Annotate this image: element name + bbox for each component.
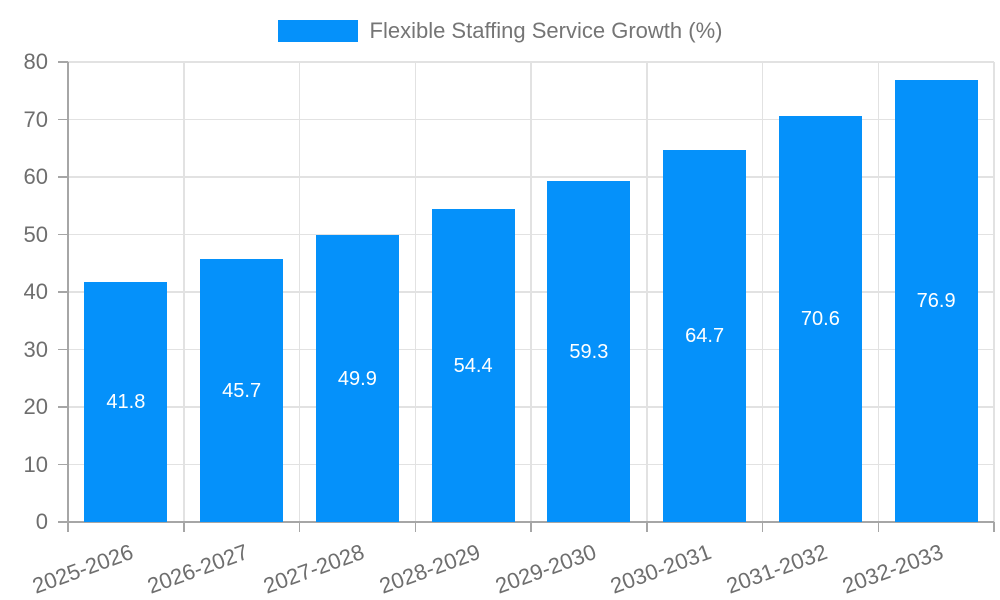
gridline-vertical [877,62,879,522]
x-tick-mark [298,522,301,532]
y-axis-tick-label: 70 [23,106,48,132]
legend-swatch [277,20,358,42]
gridline-vertical [530,62,532,522]
x-axis-tick-label: 2032-2033 [838,539,947,599]
y-tick-mark [58,463,68,466]
bar-value-label: 49.9 [337,367,377,390]
bar-value-label: 76.9 [916,289,956,312]
y-tick-mark [58,348,68,351]
bar[interactable] [200,259,284,522]
bar[interactable] [315,235,399,522]
gridline-vertical [646,62,648,522]
gridline-vertical [993,62,995,522]
x-axis-line [68,521,994,523]
x-axis-tick-label: 2025-2026 [28,539,137,599]
y-axis-tick-label: 10 [23,451,48,477]
y-axis-tick-label: 50 [23,221,48,247]
bar-value-label: 59.3 [569,340,609,363]
y-axis-tick-label: 80 [23,49,48,74]
y-axis-tick-label: 30 [23,336,48,362]
y-tick-mark [58,291,68,293]
bar[interactable] [431,209,515,522]
x-axis-tick-label: 2028-2029 [375,539,484,599]
y-tick-mark [58,233,68,236]
x-tick-mark [183,522,185,532]
x-tick-mark [993,522,995,532]
bar[interactable] [894,79,978,522]
y-axis-tick-label: 0 [35,509,48,534]
x-tick-mark [646,522,648,532]
x-tick-mark [877,522,879,532]
y-tick-mark [58,176,68,178]
x-axis-tick-label: 2031-2032 [723,539,831,599]
x-axis-tick-label: 2026-2027 [144,539,252,599]
y-tick-mark [58,118,68,121]
bar[interactable] [663,149,747,522]
bar[interactable] [84,281,168,522]
y-axis-tick-label: 60 [23,164,48,189]
gridline-vertical [761,62,764,522]
x-tick-mark [530,522,532,532]
x-tick-mark [761,522,764,532]
legend-label: Flexible Staffing Service Growth (%) [369,18,723,43]
bar-value-label: 41.8 [106,390,146,413]
bar-value-label: 45.7 [222,379,262,402]
x-axis-tick-label: 2030-2031 [607,539,715,599]
bar[interactable] [778,116,862,522]
x-axis-tick-label: 2029-2030 [491,539,600,599]
y-tick-mark [58,61,68,63]
bar-value-label: 70.6 [800,308,840,331]
bar[interactable] [547,181,631,522]
y-tick-mark [58,521,68,523]
x-tick-mark [414,522,416,532]
legend[interactable]: Flexible Staffing Service Growth (%) [0,18,1000,44]
bar-value-label: 64.7 [685,324,725,347]
bar-value-label: 54.4 [453,354,493,377]
gridline-vertical [298,62,301,522]
gridline-vertical [183,62,185,522]
gridline-vertical [414,62,416,522]
y-axis-line [67,62,69,532]
y-axis-tick-label: 20 [23,394,48,419]
x-axis-tick-label: 2027-2028 [260,539,368,599]
y-tick-mark [58,406,68,408]
y-axis-tick-label: 40 [23,279,48,304]
